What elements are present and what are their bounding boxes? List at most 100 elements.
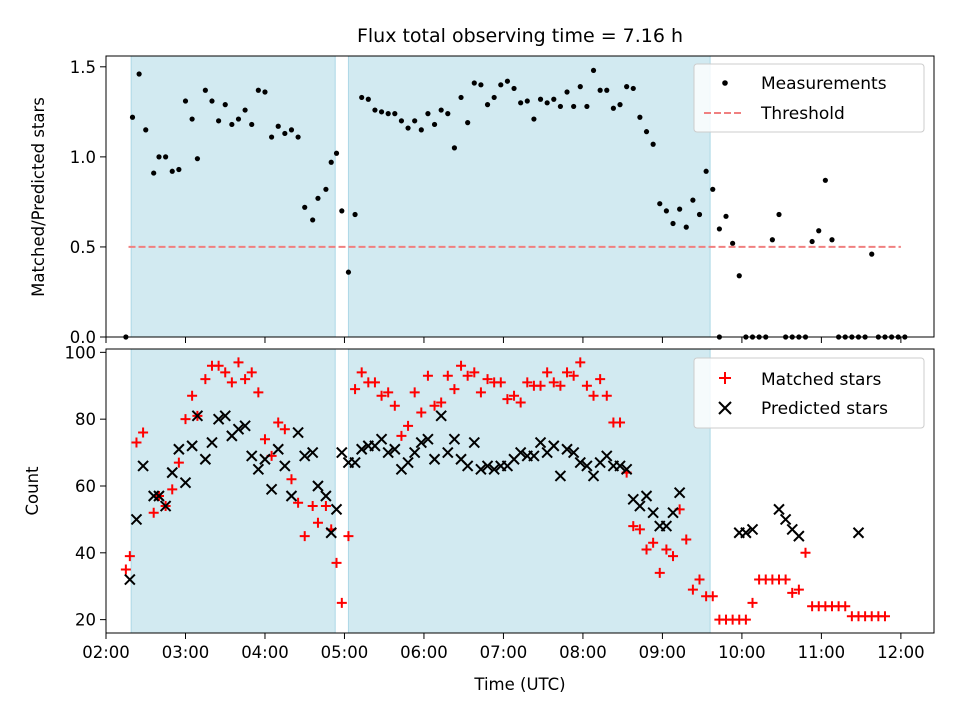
measurement-point bbox=[822, 177, 828, 183]
measurement-point bbox=[445, 111, 451, 117]
x-tick-label: 09:00 bbox=[639, 643, 687, 662]
matched-star-point bbox=[687, 584, 698, 595]
matched-star-point bbox=[515, 397, 526, 408]
top-y-axis-label: Matched/Predicted stars bbox=[29, 97, 48, 297]
matched-star-point bbox=[575, 357, 586, 368]
matched-star-point bbox=[131, 437, 142, 448]
measurement-point bbox=[663, 208, 669, 214]
predicted-star-point bbox=[389, 443, 401, 455]
predicted-star-point bbox=[292, 426, 304, 439]
measurement-point bbox=[359, 94, 365, 101]
matched-star-point bbox=[253, 387, 264, 398]
measurement-point bbox=[275, 123, 281, 129]
matched-star-point bbox=[148, 507, 159, 518]
matched-star-point bbox=[522, 377, 533, 388]
predicted-star-point bbox=[246, 450, 258, 462]
predicted-star-point bbox=[435, 410, 447, 422]
measurement-point bbox=[597, 87, 603, 93]
matched-star-point bbox=[475, 387, 486, 398]
measurement-point bbox=[323, 186, 329, 192]
top-panel: 0.0 0.5 1.0 1.5 Matched/Predicted stars Mea… bbox=[29, 55, 935, 347]
measurement-point bbox=[438, 107, 444, 113]
measurement-point bbox=[577, 84, 583, 90]
measurement-point bbox=[418, 127, 424, 133]
predicted-star-point bbox=[130, 513, 143, 526]
shaded-interval-1 bbox=[130, 348, 336, 634]
predicted-star-point bbox=[581, 460, 593, 472]
predicted-star-point bbox=[468, 436, 481, 449]
predicted-star-point bbox=[212, 413, 225, 425]
predicted-star-point bbox=[660, 520, 673, 532]
matched-star-point bbox=[220, 367, 231, 378]
predicted-star-point bbox=[448, 433, 461, 445]
x-tick-label: 06:00 bbox=[400, 643, 448, 662]
predicted-star-point bbox=[614, 460, 626, 472]
matched-star-point bbox=[331, 557, 342, 568]
measurement-point bbox=[262, 89, 268, 95]
matched-star-point bbox=[595, 374, 606, 385]
measurement-point bbox=[816, 228, 822, 234]
predicted-star-point bbox=[191, 410, 204, 422]
predicted-star-point bbox=[325, 527, 337, 539]
measurement-point bbox=[504, 78, 511, 84]
matched-star-point bbox=[694, 574, 705, 585]
y-tick-label: 80 bbox=[75, 410, 96, 429]
measurement-point bbox=[169, 168, 175, 174]
measurement-point bbox=[315, 195, 321, 201]
measurement-point bbox=[352, 211, 358, 218]
predicted-star-point bbox=[779, 513, 792, 526]
matched-star-point bbox=[542, 367, 553, 378]
matched-star-point bbox=[879, 611, 890, 622]
measurement-point bbox=[189, 116, 195, 122]
matched-star-point bbox=[601, 390, 612, 401]
predicted-star-point bbox=[481, 460, 494, 472]
matched-star-point bbox=[138, 427, 149, 438]
top-plot-frame bbox=[105, 55, 935, 338]
matched-star-point bbox=[628, 521, 639, 532]
predicted-star-point bbox=[239, 420, 251, 432]
measurement-point bbox=[531, 116, 537, 122]
predicted-star-point bbox=[567, 446, 580, 459]
predicted-star-point bbox=[232, 423, 245, 435]
measurement-point bbox=[129, 114, 136, 120]
predicted-star-point bbox=[153, 490, 165, 502]
measurement-point bbox=[242, 107, 248, 113]
top-legend-box bbox=[693, 63, 925, 133]
measurement-point bbox=[216, 118, 222, 124]
measurement-point bbox=[156, 154, 162, 160]
x-tick-label: 11:00 bbox=[798, 643, 846, 662]
matched-star-point bbox=[740, 614, 751, 625]
matched-star-point bbox=[462, 370, 473, 381]
x-axis-label: Time (UTC) bbox=[473, 675, 565, 694]
matched-star-point bbox=[299, 531, 310, 542]
predicted-star-point bbox=[265, 483, 278, 496]
matched-star-point bbox=[124, 551, 135, 562]
matched-star-point bbox=[535, 380, 546, 391]
shaded-interval-2 bbox=[347, 348, 711, 634]
top-x-ticks bbox=[105, 337, 902, 343]
matched-star-point bbox=[376, 390, 387, 401]
shaded-interval-2 bbox=[347, 55, 711, 338]
predicted-star-point bbox=[673, 486, 686, 499]
measurement-point bbox=[657, 201, 663, 207]
matched-star-point bbox=[187, 390, 198, 401]
measurement-point bbox=[255, 87, 261, 93]
y-tick-label: 60 bbox=[75, 477, 96, 496]
predicted-star-point bbox=[548, 440, 560, 452]
predicted-star-point bbox=[634, 500, 646, 512]
top-series bbox=[123, 67, 908, 340]
measurement-point bbox=[222, 102, 228, 108]
bottom-shaded-intervals bbox=[130, 348, 711, 634]
measurement-point bbox=[723, 213, 729, 219]
y-tick-label: 20 bbox=[75, 611, 96, 630]
matched-star-point bbox=[615, 417, 626, 428]
x-tick-label: 02:00 bbox=[82, 643, 130, 662]
matched-star-point bbox=[213, 360, 224, 371]
matched-star-point bbox=[320, 501, 331, 512]
measurement-point bbox=[590, 67, 597, 74]
legend-predicted-marker bbox=[718, 401, 732, 415]
matched-star-point bbox=[747, 597, 758, 608]
measurement-point bbox=[431, 121, 438, 128]
bottom-y-axis-label: Count bbox=[23, 466, 42, 516]
matched-star-point bbox=[634, 524, 645, 535]
